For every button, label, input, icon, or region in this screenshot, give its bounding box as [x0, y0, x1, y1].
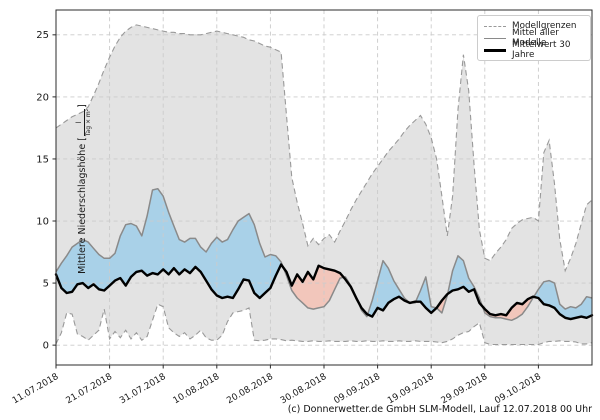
svg-text:09.09.2018: 09.09.2018: [332, 372, 382, 407]
svg-text:31.07.2018: 31.07.2018: [118, 372, 168, 407]
svg-text:30.08.2018: 30.08.2018: [279, 372, 329, 407]
y-axis-unit-fraction: l Tag × m²: [75, 108, 92, 137]
copyright-credit: (c) Donnerwetter.de GmbH SLM-Modell, Lau…: [287, 404, 592, 415]
svg-text:10.08.2018: 10.08.2018: [172, 372, 222, 407]
y-axis-label: Mittlere Niederschlagshöhe [l Tag × m²]: [75, 39, 92, 339]
legend: Modellgrenzen Mittel aller Modelle Mitte…: [477, 15, 591, 61]
svg-text:5: 5: [43, 278, 49, 289]
svg-text:29.09.2018: 29.09.2018: [440, 372, 490, 407]
y-axis-label-suffix: ]: [76, 104, 88, 108]
svg-text:10: 10: [36, 216, 49, 227]
svg-text:20: 20: [36, 92, 49, 103]
legend-label: Mittel aller Modelle: [512, 28, 559, 48]
black-line-swatch-icon: [484, 48, 506, 52]
svg-text:09.10.2018: 09.10.2018: [493, 372, 543, 407]
svg-text:21.07.2018: 21.07.2018: [64, 372, 114, 407]
legend-item-modellgrenzen: Modellgrenzen: [484, 20, 584, 32]
y-axis-unit-numerator: l: [75, 108, 85, 137]
svg-text:19.09.2018: 19.09.2018: [386, 372, 436, 407]
dashed-line-swatch-icon: [484, 25, 506, 27]
svg-text:20.08.2018: 20.08.2018: [225, 372, 275, 407]
svg-text:11.07.2018: 11.07.2018: [11, 372, 61, 407]
legend-label: Mittelwert 30 Jahre: [512, 40, 571, 60]
legend-item-mittelwert-30-jahre: Mittelwert 30 Jahre: [484, 40, 584, 60]
y-axis-label-prefix: Mittlere Niederschlagshöhe [: [76, 137, 88, 274]
svg-text:25: 25: [36, 30, 49, 41]
y-axis-unit-denominator: Tag × m²: [85, 108, 92, 137]
legend-item-mittel-aller-modelle: Mittel aller Modelle: [484, 28, 584, 48]
gray-line-swatch-icon: [484, 37, 506, 39]
svg-text:15: 15: [36, 154, 49, 165]
legend-label: Modellgrenzen: [512, 21, 577, 31]
svg-text:0: 0: [43, 341, 49, 352]
